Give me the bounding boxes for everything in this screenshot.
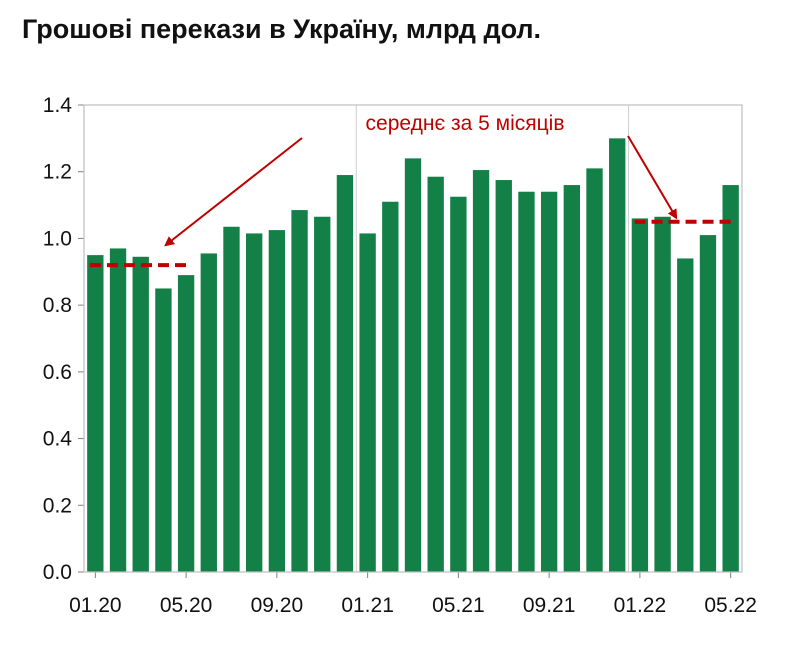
- annotation-label: середнє за 5 місяців: [366, 112, 565, 135]
- bar: [132, 256, 149, 572]
- x-tick-label: 01.22: [614, 594, 667, 617]
- bar: [722, 185, 739, 573]
- chart-title: Грошові перекази в Україну, млрд дол.: [22, 14, 542, 44]
- bar: [427, 176, 444, 573]
- bar: [404, 158, 422, 572]
- plot-frame: [83, 104, 743, 573]
- bar: [677, 258, 694, 572]
- gridlines: [355, 105, 630, 572]
- annotation: середнє за 5 місяців: [164, 112, 678, 247]
- x-tick-label: 09.21: [523, 594, 576, 617]
- x-tick-label: 05.21: [432, 594, 485, 617]
- bar: [359, 233, 376, 573]
- annotation-arrow-left: [164, 137, 303, 247]
- bar: [450, 196, 467, 572]
- bar: [540, 191, 558, 572]
- y-tick-label: 0.8: [43, 294, 72, 317]
- x-tick-label: 09.20: [251, 594, 304, 617]
- y-tick-label: 1.0: [43, 227, 72, 250]
- bar: [87, 255, 104, 572]
- bar: [200, 253, 217, 573]
- bar: [563, 185, 580, 573]
- bar: [631, 218, 649, 572]
- bar: [586, 168, 603, 572]
- x-tick-label: 01.21: [341, 594, 394, 617]
- bars: [87, 138, 739, 573]
- bar: [472, 170, 490, 572]
- bar: [155, 288, 172, 572]
- bar: [268, 230, 286, 572]
- bar: [518, 191, 535, 572]
- bar: [654, 216, 671, 572]
- y-tick-label: 0.4: [43, 428, 73, 451]
- y-tick-label: 0.6: [43, 361, 72, 384]
- bar: [382, 201, 399, 572]
- y-tick-label: 0.2: [43, 494, 72, 517]
- bar: [291, 210, 308, 572]
- bar: [109, 248, 127, 572]
- bar: [495, 180, 512, 572]
- annotation-arrow-right: [627, 135, 678, 220]
- x-tick-label: 05.22: [704, 594, 757, 617]
- x-axis-ticks: 01.20 05.20 09.20 01.21 05.21 09.21 01.22 05.22: [69, 572, 757, 617]
- bar: [223, 226, 240, 572]
- x-tick-label: 01.20: [69, 594, 122, 617]
- y-tick-label: 1.2: [43, 161, 72, 184]
- y-tick-label: 1.4: [43, 94, 73, 117]
- y-axis-ticks: 0.0 0.2 0.4 0.6 0.8 1.0 1.2 1.4: [43, 94, 84, 584]
- x-tick-label: 05.20: [160, 594, 213, 617]
- bar: [336, 175, 354, 573]
- bar: [699, 235, 717, 573]
- bar: [609, 138, 626, 572]
- bar: [246, 233, 263, 573]
- bar: [177, 275, 195, 572]
- bar: [314, 216, 331, 572]
- y-tick-label: 0.0: [43, 561, 72, 584]
